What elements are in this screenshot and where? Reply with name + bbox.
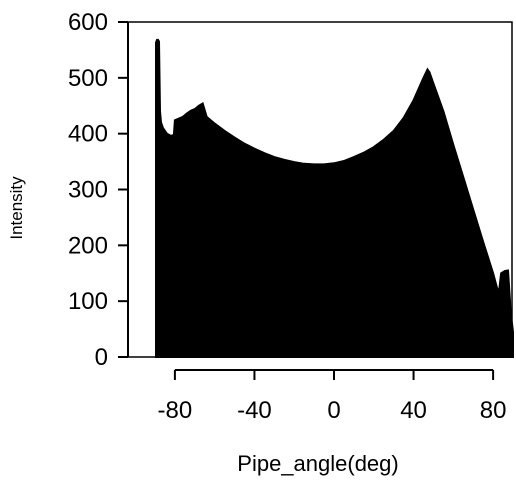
y-tick-label: 400 — [68, 121, 108, 148]
y-tick-label: 300 — [68, 177, 108, 204]
y-tick-label: 0 — [95, 344, 108, 371]
x-tick-label: 0 — [327, 397, 340, 424]
x-tick-label: 80 — [480, 397, 507, 424]
y-tick-label: 100 — [68, 288, 108, 315]
y-axis: 0 100 200 300 400 500 600 — [68, 9, 129, 371]
x-tick-label: 40 — [400, 397, 427, 424]
x-tick-label: -40 — [237, 397, 272, 424]
y-tick-label: 600 — [68, 9, 108, 36]
y-axis-label: Intensity — [7, 176, 26, 240]
x-tick-label: -80 — [158, 397, 193, 424]
intensity-area — [155, 38, 514, 358]
x-axis-label: Pipe_angle(deg) — [237, 451, 398, 476]
y-tick-label: 200 — [68, 232, 108, 259]
x-axis: -80 -40 0 40 80 — [158, 369, 507, 424]
y-tick-label: 500 — [68, 65, 108, 92]
